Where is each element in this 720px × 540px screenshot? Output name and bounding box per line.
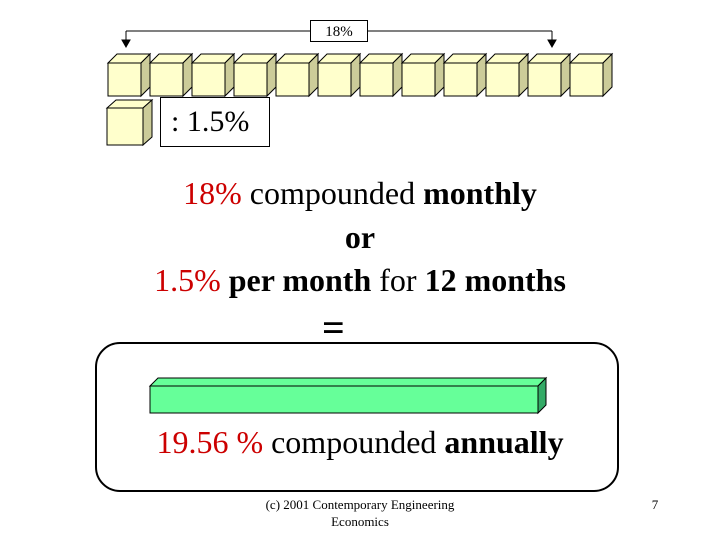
- nominal-rate: 18%: [183, 175, 242, 211]
- per-month-text: per month: [220, 262, 372, 298]
- month-cube: [442, 52, 488, 98]
- monthly-rate: 1.5%: [154, 262, 221, 298]
- month-cube: [484, 52, 530, 98]
- annual-bar: [148, 376, 548, 415]
- annual-bracket: [121, 30, 557, 49]
- result-text: compounded: [263, 424, 445, 460]
- month-cube: [400, 52, 446, 98]
- credit-line-2: Economics: [331, 514, 389, 529]
- headline-text: compounded: [241, 175, 424, 211]
- month-cube: [526, 52, 572, 98]
- effective-rate-line: 19.56 % compounded annually: [0, 424, 720, 460]
- equals-sign: =: [322, 305, 345, 350]
- result-frame: [95, 342, 619, 492]
- effective-rate: 19.56 %: [156, 424, 264, 460]
- annual-rate-label: 18%: [310, 20, 368, 42]
- credit-line-1: (c) 2001 Contemporary Engineering: [265, 497, 455, 512]
- monthly-rate-label: : 1.5%: [160, 97, 270, 147]
- result-emphasis: annually: [444, 424, 564, 460]
- for-text: for: [371, 262, 425, 298]
- month-cube: [190, 52, 236, 98]
- headline-line-2: or: [344, 219, 376, 255]
- months-text: 12 months: [424, 262, 566, 298]
- month-cube: [316, 52, 362, 98]
- month-cube: [106, 52, 152, 98]
- month-cube: [358, 52, 404, 98]
- month-cubes-row: [106, 52, 614, 98]
- month-cube: [232, 52, 278, 98]
- headline-line-3: 1.5% per month for 12 months: [0, 262, 720, 298]
- footer-credit: (c) 2001 Contemporary Engineering Economi…: [230, 496, 490, 530]
- month-cube: [148, 52, 194, 98]
- single-month-cube: [105, 98, 154, 147]
- month-cube: [568, 52, 614, 98]
- headline-emphasis: monthly: [423, 175, 537, 211]
- headline-line-1: 18% compounded monthly: [0, 175, 720, 211]
- page-number: 7: [651, 497, 659, 512]
- month-cube: [274, 52, 320, 98]
